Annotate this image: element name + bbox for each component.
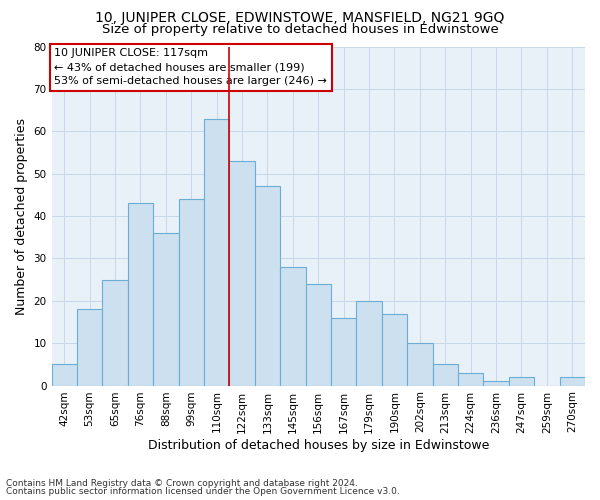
Bar — [509, 377, 534, 386]
Bar — [280, 267, 305, 386]
Bar — [305, 284, 331, 386]
Bar — [103, 280, 128, 386]
Bar — [204, 118, 229, 386]
Text: 10 JUNIPER CLOSE: 117sqm
← 43% of detached houses are smaller (199)
53% of semi-: 10 JUNIPER CLOSE: 117sqm ← 43% of detach… — [54, 48, 327, 86]
Text: Contains public sector information licensed under the Open Government Licence v3: Contains public sector information licen… — [6, 487, 400, 496]
Bar — [52, 364, 77, 386]
Bar — [153, 233, 179, 386]
Text: Size of property relative to detached houses in Edwinstowe: Size of property relative to detached ho… — [101, 22, 499, 36]
Bar — [356, 301, 382, 386]
Bar — [382, 314, 407, 386]
Bar — [229, 161, 255, 386]
X-axis label: Distribution of detached houses by size in Edwinstowe: Distribution of detached houses by size … — [148, 440, 489, 452]
Text: Contains HM Land Registry data © Crown copyright and database right 2024.: Contains HM Land Registry data © Crown c… — [6, 478, 358, 488]
Bar — [179, 199, 204, 386]
Bar — [484, 382, 509, 386]
Bar — [458, 373, 484, 386]
Text: 10, JUNIPER CLOSE, EDWINSTOWE, MANSFIELD, NG21 9GQ: 10, JUNIPER CLOSE, EDWINSTOWE, MANSFIELD… — [95, 11, 505, 25]
Bar — [433, 364, 458, 386]
Bar — [331, 318, 356, 386]
Bar — [560, 377, 585, 386]
Bar — [255, 186, 280, 386]
Bar — [77, 310, 103, 386]
Bar — [128, 204, 153, 386]
Y-axis label: Number of detached properties: Number of detached properties — [15, 118, 28, 314]
Bar — [407, 343, 433, 386]
